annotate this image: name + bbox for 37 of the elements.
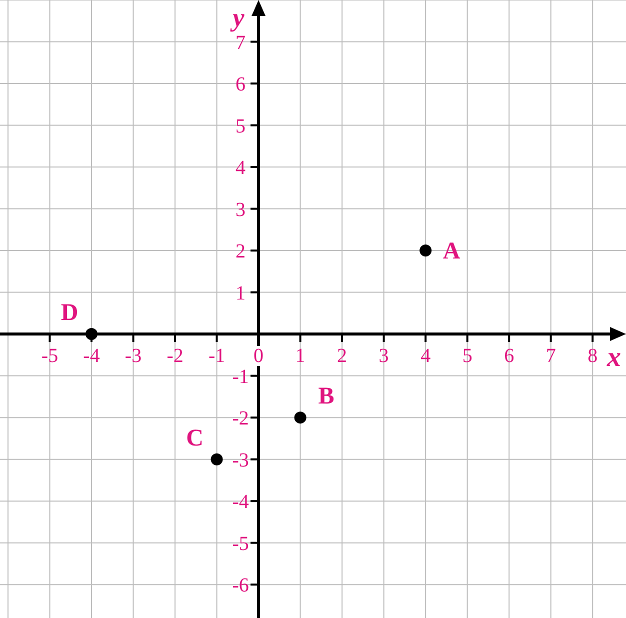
- x-tick-label: 2: [337, 345, 348, 368]
- point: [86, 328, 98, 340]
- point: [420, 244, 432, 257]
- x-tick-label: 3: [378, 345, 389, 368]
- y-tick-label: -4: [232, 491, 249, 514]
- y-axis-title: y: [230, 3, 245, 32]
- point: [294, 412, 306, 424]
- x-tick-label: -2: [166, 345, 184, 368]
- y-tick-label: -6: [232, 574, 249, 597]
- x-tick-label: 4: [420, 345, 431, 368]
- x-tick-label: -5: [41, 345, 58, 368]
- y-tick-label: 2: [236, 240, 246, 263]
- y-tick-label: -5: [232, 532, 249, 555]
- y-tick-label: 3: [236, 198, 246, 221]
- x-tick-label: 8: [588, 345, 598, 368]
- x-tick-label: 1: [295, 345, 306, 368]
- point: [210, 453, 223, 466]
- y-tick-label: 4: [236, 157, 246, 180]
- x-tick-label: 6: [504, 345, 514, 368]
- y-tick-label: 7: [236, 32, 246, 54]
- annotation: A: [442, 238, 461, 265]
- y-tick-label: 5: [236, 115, 246, 138]
- y-tick-label: -3: [232, 449, 249, 472]
- x-tick-label: 0: [254, 345, 264, 368]
- annotation: B: [318, 384, 334, 410]
- annotation: D: [60, 300, 78, 326]
- x-tick-label: 5: [462, 345, 472, 368]
- x-tick-label: -3: [124, 345, 142, 368]
- x-tick-label: 7: [546, 345, 556, 368]
- y-tick-label: 1: [236, 282, 246, 304]
- x-axis-title: x: [606, 342, 621, 374]
- y-tick-label: -2: [232, 408, 249, 430]
- y-tick-label: 6: [236, 74, 246, 96]
- y-tick-label: -1: [232, 366, 249, 388]
- x-tick-label: -1: [208, 345, 226, 368]
- x-tick-label: -4: [83, 345, 100, 368]
- annotation: C: [186, 425, 204, 452]
